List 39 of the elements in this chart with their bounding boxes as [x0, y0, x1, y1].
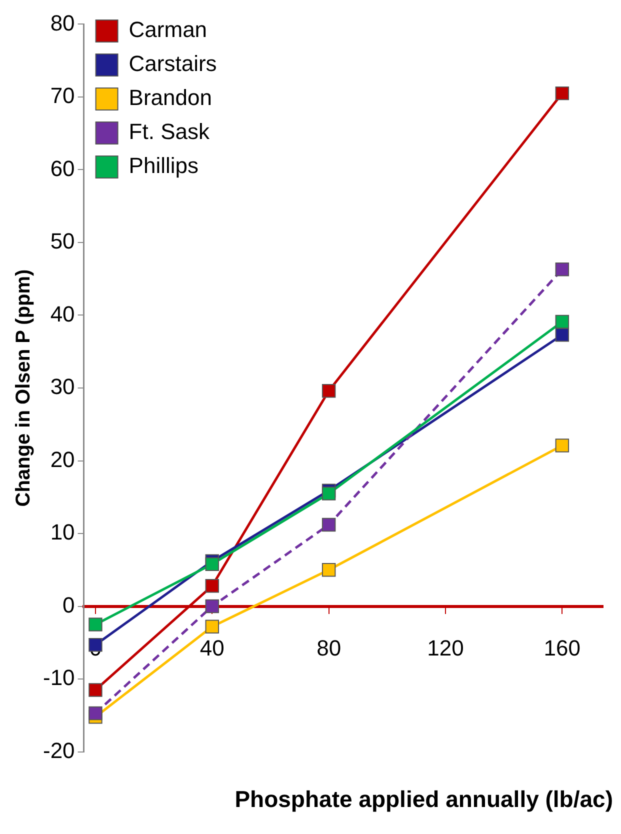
point: [205, 579, 220, 593]
point: [88, 618, 102, 632]
point: [322, 486, 336, 500]
point: [555, 328, 570, 342]
x-tick-label: 120: [427, 636, 464, 661]
legend-label: Carstairs: [128, 51, 217, 76]
x-tick-label: 40: [200, 636, 224, 661]
point: [555, 314, 570, 329]
y-tick-label: -10: [43, 665, 75, 690]
point: [205, 620, 220, 634]
y-tick-label: -20: [43, 738, 75, 763]
point: [88, 706, 102, 720]
x-axis-title: Phosphate applied annually (lb/ac): [234, 786, 613, 813]
point: [322, 518, 336, 532]
point: [205, 599, 220, 614]
y-tick-label: 20: [50, 446, 75, 472]
point: [88, 683, 102, 697]
y-axis-title: Change in Olsen P (ppm): [12, 269, 35, 507]
point: [555, 262, 570, 276]
legend-label: Brandon: [128, 85, 212, 110]
point: [555, 86, 570, 100]
point: [555, 438, 570, 452]
point: [205, 557, 220, 571]
y-tick-label: 40: [50, 301, 75, 326]
y-tick-label: 10: [50, 520, 75, 545]
legend-label: Ft. Sask: [128, 119, 210, 144]
y-tick-label: 50: [50, 228, 75, 254]
y-tick-label: 70: [50, 83, 75, 108]
x-tick-label: 160: [544, 636, 581, 661]
point: [88, 638, 102, 652]
y-tick-label: 0: [62, 592, 75, 618]
y-tick-label: 30: [50, 374, 75, 400]
point: [322, 563, 336, 577]
x-tick-label: 80: [316, 636, 342, 661]
point: [322, 384, 336, 398]
legend-label: Carman: [128, 17, 208, 42]
legend-label: Phillips: [128, 153, 198, 178]
y-tick-label: 80: [50, 10, 75, 36]
y-tick-label: 60: [50, 156, 75, 181]
